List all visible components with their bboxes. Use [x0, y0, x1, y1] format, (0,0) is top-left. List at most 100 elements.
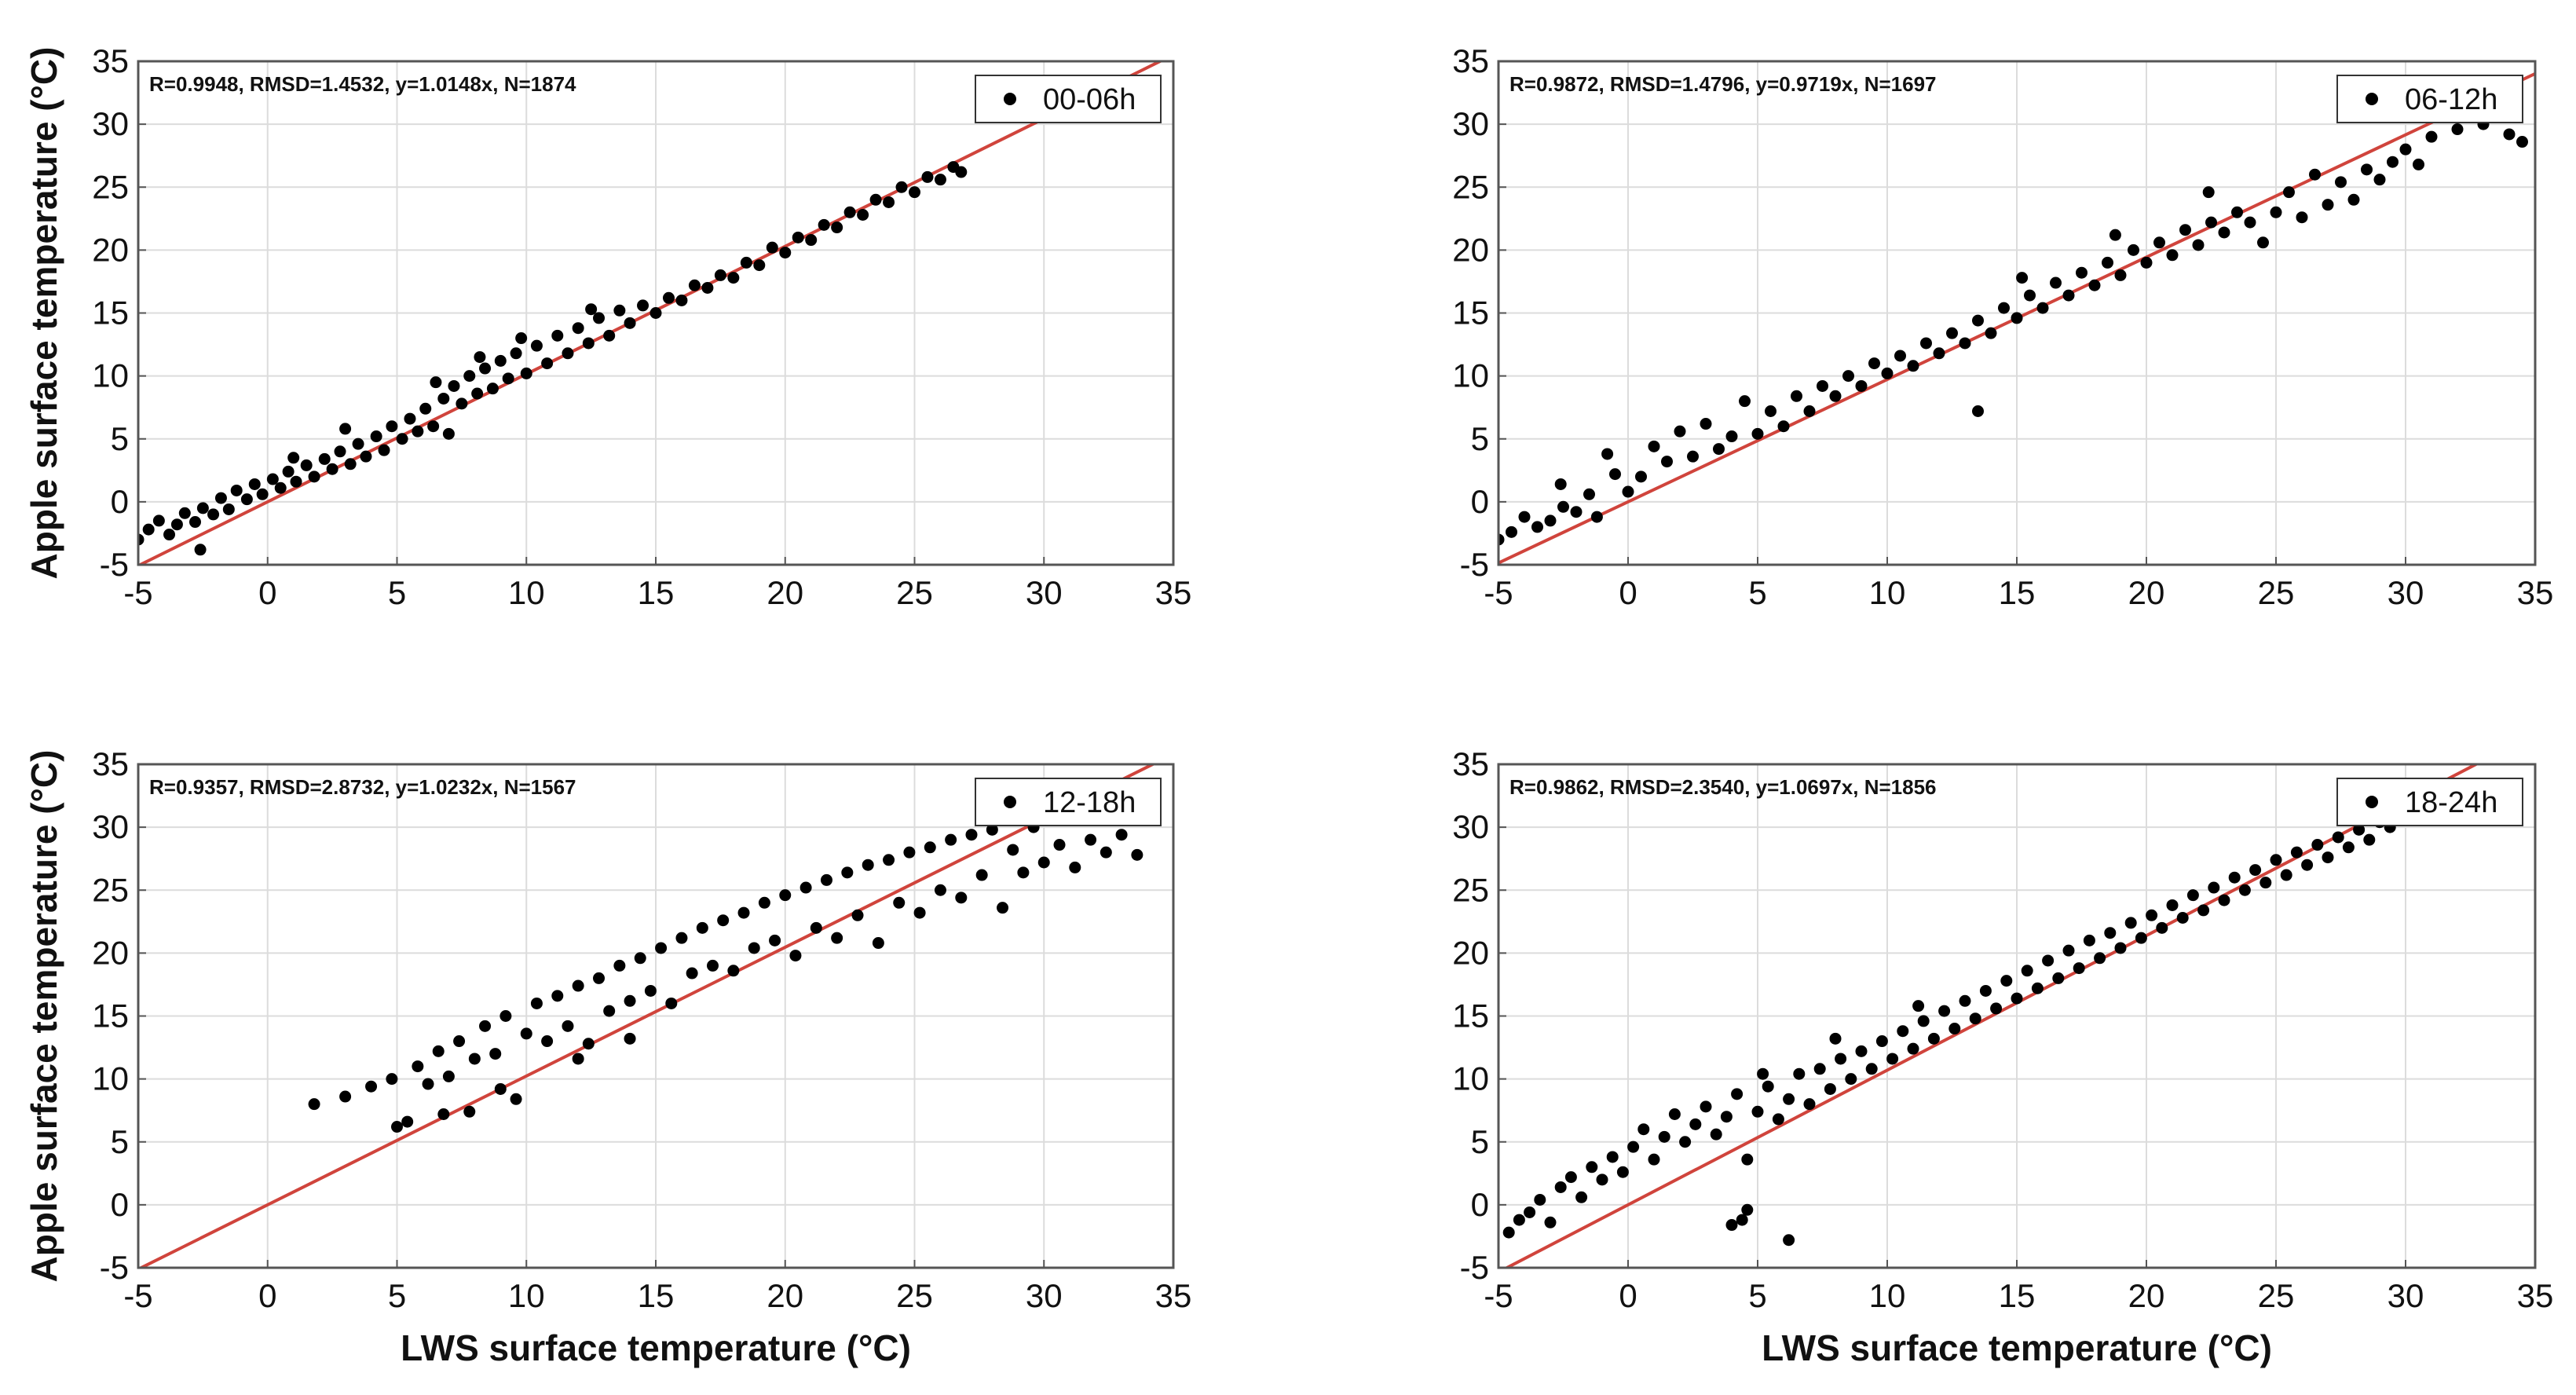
data-point	[468, 1053, 481, 1065]
data-point	[1948, 1023, 1961, 1035]
data-point	[1865, 1063, 1878, 1075]
data-point	[2102, 256, 2113, 269]
data-point	[909, 186, 920, 199]
x-tick-label: 20	[767, 1277, 803, 1314]
data-point	[266, 473, 279, 485]
data-point	[1803, 1098, 1816, 1111]
data-point	[1115, 829, 1128, 841]
y-tick-label: 20	[1452, 934, 1489, 971]
data-point	[2083, 934, 2095, 946]
data-point	[572, 979, 584, 992]
data-point	[1725, 430, 1738, 443]
data-point	[1972, 314, 1984, 327]
data-point	[665, 997, 678, 1009]
data-point	[2363, 833, 2376, 846]
data-point	[769, 934, 781, 946]
data-point	[365, 1080, 378, 1093]
data-point	[2176, 912, 2189, 925]
data-point	[256, 488, 269, 500]
data-points	[1498, 118, 2528, 546]
x-tick-label: 30	[2388, 574, 2424, 611]
data-point	[360, 450, 372, 463]
legend-label: 18-24h	[2405, 786, 2497, 819]
data-point	[779, 889, 792, 902]
data-point	[1053, 839, 1066, 851]
data-point	[753, 259, 766, 272]
legend-box	[975, 778, 1162, 826]
data-point	[1554, 478, 1567, 490]
data-point	[997, 902, 1009, 914]
data-point	[396, 433, 408, 445]
data-point	[2353, 823, 2366, 836]
data-point	[1751, 1105, 1764, 1118]
data-point	[2114, 942, 2127, 954]
y-tick-label: -5	[1460, 546, 1489, 583]
x-tick-label: 25	[896, 1277, 933, 1314]
data-point	[2218, 894, 2230, 906]
data-point	[818, 218, 830, 231]
data-point	[1513, 1214, 1525, 1226]
data-point	[1601, 448, 1614, 460]
y-tick-label: 35	[1452, 745, 1489, 782]
data-point	[2000, 975, 2013, 987]
data-point	[2311, 839, 2324, 851]
x-tick-label: 0	[258, 1277, 276, 1314]
data-point	[655, 942, 668, 954]
data-point	[2104, 927, 2117, 939]
data-point	[955, 166, 968, 178]
data-point	[1554, 1181, 1567, 1193]
x-tick-label: 20	[2128, 1277, 2165, 1314]
data-point	[2109, 229, 2121, 241]
data-point	[427, 420, 440, 433]
x-tick-label: 15	[1999, 574, 2036, 611]
data-point	[2335, 176, 2347, 189]
data-point	[1845, 1073, 1857, 1086]
data-point	[1972, 405, 1984, 417]
x-tick-label: 30	[1026, 574, 1063, 611]
legend-marker	[1004, 796, 1016, 808]
data-point	[805, 234, 818, 247]
y-tick-label: 10	[92, 357, 129, 394]
data-point	[792, 231, 804, 243]
data-point	[714, 269, 726, 281]
data-point	[1596, 1173, 1608, 1186]
data-point	[1731, 1088, 1744, 1100]
data-point	[437, 392, 450, 405]
y-tick-label: 0	[1471, 483, 1489, 520]
data-point	[486, 383, 499, 395]
data-point	[2166, 899, 2179, 911]
data-point	[831, 932, 843, 944]
data-point	[1498, 533, 1505, 546]
data-point	[2425, 130, 2438, 143]
data-point	[562, 1020, 574, 1032]
data-point	[1586, 1161, 1598, 1173]
y-tick-label: 10	[1452, 357, 1489, 394]
x-tick-label: -5	[1484, 574, 1513, 611]
data-point	[1606, 1151, 1619, 1163]
y-tick-label: 20	[1452, 231, 1489, 268]
x-tick-label: 15	[1999, 1277, 2036, 1314]
data-point	[287, 452, 300, 464]
data-point	[1793, 1067, 1806, 1080]
y-tick-label: -5	[1460, 1249, 1489, 1286]
data-point	[1959, 337, 1971, 350]
x-tick-label: 25	[2258, 1277, 2295, 1314]
data-point	[1912, 1000, 1925, 1012]
data-point	[883, 196, 895, 208]
data-point	[562, 347, 574, 360]
data-point	[2011, 312, 2023, 324]
data-point	[194, 544, 207, 556]
data-point	[613, 959, 626, 972]
y-tick-label: 5	[111, 420, 129, 457]
data-point	[188, 516, 201, 529]
data-point	[1564, 1171, 1577, 1184]
data-point	[2186, 889, 2199, 902]
data-point	[2192, 239, 2205, 251]
y-tick-label: 0	[1471, 1186, 1489, 1223]
data-point	[170, 518, 183, 531]
data-point	[934, 174, 946, 186]
data-point	[613, 304, 626, 317]
data-point	[430, 376, 442, 389]
data-point	[2062, 289, 2075, 302]
data-point	[975, 869, 988, 881]
